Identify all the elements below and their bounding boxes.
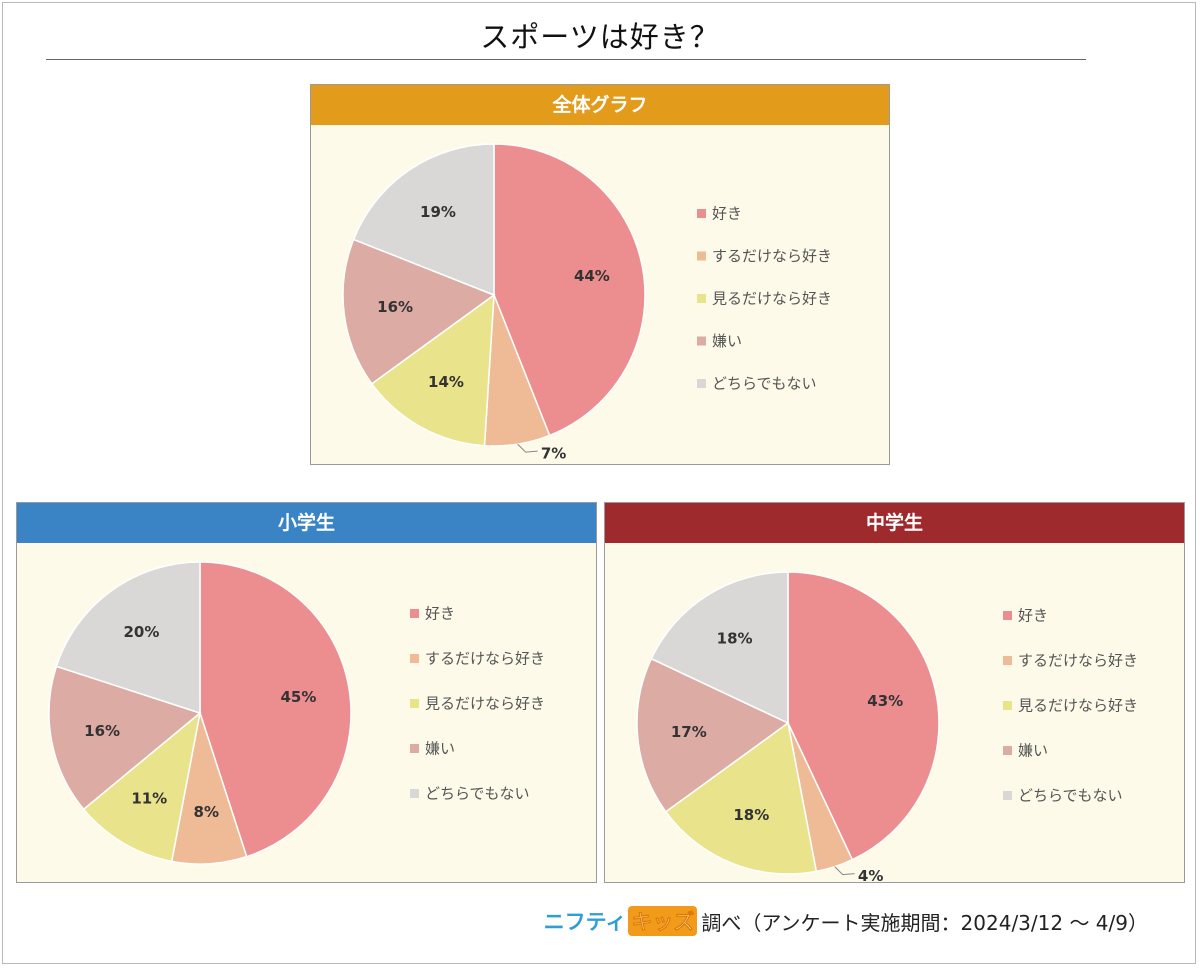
data-label-neither: 18%	[717, 629, 753, 647]
elementary-chart-header: 小学生	[17, 503, 596, 543]
legend-label-like: 好き	[712, 205, 742, 223]
legend-swatch-neither	[697, 379, 706, 388]
legend-swatch-do-only	[410, 654, 419, 663]
data-label-dislike: 16%	[377, 298, 413, 316]
legend-label-dislike: 嫌い	[425, 740, 455, 758]
pie-slice-like	[493, 143, 646, 437]
legend-label-neither: どちらでもない	[1018, 787, 1123, 805]
legend-swatch-watch-only	[410, 699, 419, 708]
data-label-like: 44%	[574, 267, 610, 285]
legend-swatch-watch-only	[697, 294, 706, 303]
pie-slice-dislike	[48, 665, 202, 811]
legend-swatch-do-only	[697, 251, 706, 261]
pie-slice-dislike	[636, 657, 790, 813]
legend-label-neither: どちらでもない	[425, 785, 530, 803]
legend-swatch-neither	[410, 789, 419, 798]
data-label-watch-only: 14%	[428, 373, 464, 391]
data-label-dislike: 17%	[671, 723, 707, 741]
data-label-neither: 19%	[420, 203, 456, 221]
junior-high-chart-panel: 中学生 43% 4% 18% 17% 18% 好きするだけなら好き 見るだけなら好き 嫌いどち…	[604, 502, 1185, 883]
pie-slice-like	[787, 571, 940, 861]
leader-line-do-only	[517, 443, 538, 453]
legend-label-watch-only: 見るだけなら好き	[712, 290, 832, 308]
pie-slice-watch-only	[664, 721, 818, 875]
junior-high-pie-chart: 43% 4% 18% 17% 18% 好きするだけなら好き見るだけなら好き嫌いどちらでもな…	[636, 571, 1138, 882]
legend-swatch-like	[410, 609, 419, 618]
legend-swatch-neither	[1003, 791, 1012, 800]
junior-high-chart-header: 中学生	[605, 503, 1184, 543]
data-label-like: 45%	[280, 688, 316, 706]
legend-label-watch-only: 見るだけなら好き	[425, 695, 545, 713]
elementary-chart-panel: 小学生 45% 8% 11% 16% 20% 好きするだけなら好き 見るだけなら好き 嫌いどち…	[16, 502, 597, 883]
pie-slice-watch-only	[370, 293, 495, 447]
legend-swatch-like	[1003, 611, 1012, 620]
data-label-do-only: 8%	[194, 803, 219, 821]
footer: ニフティ キッズ 調べ（アンケート実施期間：2024/3/12 ～ 4/9）	[544, 906, 1148, 936]
legend-swatch-watch-only	[1003, 701, 1012, 710]
page-title: スポーツは好き？	[480, 20, 720, 54]
footer-source-text: 調べ（アンケート実施期間：2024/3/12 ～ 4/9）	[701, 910, 1148, 935]
legend-swatch-do-only	[1003, 656, 1012, 665]
overall-chart-panel: 全体グラフ 44% 7% 14% 16% 19% 好きするだけなら好き 見るだけなら好き 嫌い…	[310, 84, 890, 465]
legend-swatch-like	[697, 209, 706, 218]
legend-label-dislike: 嫌い	[1018, 742, 1048, 760]
legend-label-do-only: するだけなら好き	[712, 247, 832, 265]
legend-label-do-only: するだけなら好き	[1018, 652, 1138, 670]
data-label-like: 43%	[867, 692, 903, 710]
legend-label-dislike: 嫌い	[712, 332, 742, 350]
legend-swatch-dislike	[697, 336, 706, 346]
data-label-neither: 20%	[123, 623, 159, 641]
elementary-pie-chart: 45% 8% 11% 16% 20% 好きするだけなら好き見るだけなら好き嫌いどちらでもな…	[48, 561, 545, 865]
pie-slice-like	[199, 561, 352, 858]
pie-slice-dislike	[342, 238, 496, 385]
data-label-do-only: 4%	[858, 867, 883, 882]
leader-line-do-only	[834, 866, 855, 876]
data-label-watch-only: 11%	[131, 789, 167, 807]
overall-pie-chart: 44% 7% 14% 16% 19% 好きするだけなら好き見るだけなら好き嫌いどちらでもな…	[342, 143, 832, 463]
data-label-dislike: 16%	[84, 722, 120, 740]
legend-swatch-dislike	[1003, 746, 1012, 755]
legend-label-neither: どちらでもない	[712, 375, 817, 393]
logo-text-kids: キッズ	[628, 906, 698, 936]
legend-label-do-only: するだけなら好き	[425, 650, 545, 668]
pie-slice-neither	[55, 561, 201, 715]
title-divider	[46, 59, 1086, 60]
nifty-kids-logo[interactable]: ニフティ キッズ	[544, 906, 698, 936]
legend-label-like: 好き	[1018, 607, 1048, 625]
data-label-do-only: 7%	[541, 445, 566, 463]
pie-slice-neither	[650, 571, 789, 725]
pie-slice-neither	[352, 143, 495, 297]
legend-label-watch-only: 見るだけなら好き	[1018, 697, 1138, 715]
legend-label-like: 好き	[425, 605, 455, 623]
data-label-watch-only: 18%	[733, 806, 769, 824]
pie-slice-watch-only	[82, 711, 202, 863]
overall-chart-header: 全体グラフ	[311, 85, 889, 125]
logo-text-nifty: ニフティ	[543, 910, 627, 934]
legend-swatch-dislike	[410, 744, 419, 753]
